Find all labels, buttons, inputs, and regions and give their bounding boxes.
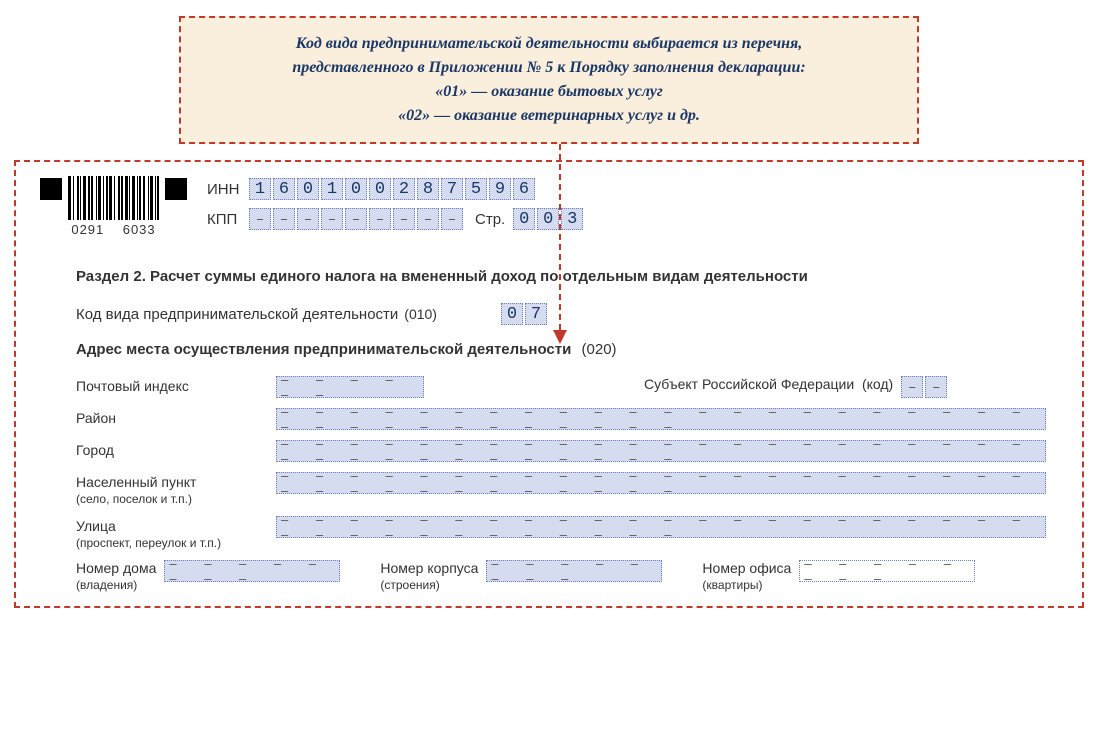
house-group: Номер дома (владения) – – – – – – – –: [76, 560, 340, 592]
cell: 0: [297, 178, 319, 200]
cell: 0: [501, 303, 523, 325]
kpp-label: КПП: [207, 211, 249, 228]
cell: –: [321, 208, 343, 230]
barcode-label: 0291 6033: [68, 222, 159, 237]
locality-label: Населенный пункт (село, поселок и т.п.): [76, 472, 276, 506]
cell: 8: [417, 178, 439, 200]
callout-box: Код вида предпринимательской деятельност…: [179, 16, 919, 144]
activity-code-row: Код вида предпринимательской деятельност…: [76, 303, 1058, 325]
section-title: Раздел 2. Расчет суммы единого налога на…: [76, 268, 1058, 285]
office-group: Номер офиса (квартиры) – – – – – – – –: [702, 560, 975, 592]
cell: 0: [513, 208, 535, 230]
cell: –: [901, 376, 923, 398]
inn-cells: 160100287596: [249, 178, 537, 200]
kpp-row: КПП ––––––––– Стр. 003: [207, 208, 585, 230]
form-container: 0291 6033 ИНН 160100287596 КПП –––––––––…: [14, 160, 1084, 608]
activity-code-label: Код вида предпринимательской деятельност…: [76, 306, 398, 323]
cell: 1: [321, 178, 343, 200]
activity-code-cells: 07: [501, 303, 549, 325]
subject-label: Субъект Российской Федерации (код): [644, 376, 893, 392]
cell: 0: [345, 178, 367, 200]
cell: 0: [369, 178, 391, 200]
callout-line-3: «01» — оказание бытовых услуг: [201, 80, 897, 104]
office-field: – – – – – – – –: [799, 560, 975, 582]
form-header-row: 0291 6033 ИНН 160100287596 КПП –––––––––…: [40, 176, 1058, 238]
house-building-office-row: Номер дома (владения) – – – – – – – – Но…: [76, 560, 1058, 592]
post-index-row: Почтовый индекс – – – – – – Субъект Росс…: [76, 376, 1058, 398]
cell: –: [273, 208, 295, 230]
building-label: Номер корпуса (строения): [380, 560, 478, 592]
barcode: 0291 6033: [68, 176, 159, 237]
locality-row: Населенный пункт (село, поселок и т.п.) …: [76, 472, 1058, 506]
building-group: Номер корпуса (строения) – – – – – – – –: [380, 560, 662, 592]
cell: 7: [525, 303, 547, 325]
page-label: Стр.: [475, 211, 505, 228]
city-row: Город – – – – – – – – – – – – – – – – – …: [76, 440, 1058, 462]
cell: –: [393, 208, 415, 230]
marker-square-left: [40, 178, 62, 200]
kpp-cells: –––––––––: [249, 208, 465, 230]
cell: 6: [273, 178, 295, 200]
district-row: Район – – – – – – – – – – – – – – – – – …: [76, 408, 1058, 430]
page-cells: 003: [513, 208, 585, 230]
cell: –: [345, 208, 367, 230]
callout-line-4: «02» — оказание ветеринарных услуг и др.: [201, 104, 897, 128]
address-title: Адрес места осуществления предпринимател…: [76, 341, 571, 358]
street-row: Улица (проспект, переулок и т.п.) – – – …: [76, 516, 1058, 550]
district-field: – – – – – – – – – – – – – – – – – – – – …: [276, 408, 1046, 430]
city-label: Город: [76, 440, 276, 458]
cell: –: [249, 208, 271, 230]
callout-line-2: представленного в Приложении № 5 к Поряд…: [201, 56, 897, 80]
marker-square-right: [165, 178, 187, 200]
callout-line-1: Код вида предпринимательской деятельност…: [201, 32, 897, 56]
cell: –: [417, 208, 439, 230]
cell: 1: [249, 178, 271, 200]
cell: –: [297, 208, 319, 230]
city-field: – – – – – – – – – – – – – – – – – – – – …: [276, 440, 1046, 462]
cell: 2: [393, 178, 415, 200]
activity-code-suffix: (010): [404, 306, 437, 322]
house-field: – – – – – – – –: [164, 560, 340, 582]
building-field: – – – – – – – –: [486, 560, 662, 582]
inn-row: ИНН 160100287596: [207, 178, 585, 200]
cell: –: [925, 376, 947, 398]
barcode-left: 0291: [71, 222, 104, 237]
cell: –: [369, 208, 391, 230]
cell: –: [441, 208, 463, 230]
district-label: Район: [76, 408, 276, 426]
locality-field: – – – – – – – – – – – – – – – – – – – – …: [276, 472, 1046, 494]
inn-label: ИНН: [207, 181, 249, 198]
cell: 0: [537, 208, 559, 230]
house-label: Номер дома (владения): [76, 560, 156, 592]
id-block: ИНН 160100287596 КПП ––––––––– Стр. 003: [207, 178, 585, 238]
barcode-right: 6033: [123, 222, 156, 237]
address-title-row: Адрес места осуществления предпринимател…: [76, 341, 1058, 358]
subject-cells: ––: [901, 376, 949, 398]
address-title-suffix: (020): [582, 341, 617, 358]
post-index-field: – – – – – –: [276, 376, 424, 398]
cell: 6: [513, 178, 535, 200]
cell: 7: [441, 178, 463, 200]
barcode-bars-icon: [68, 176, 159, 220]
cell: 3: [561, 208, 583, 230]
cell: 9: [489, 178, 511, 200]
cell: 5: [465, 178, 487, 200]
street-field: – – – – – – – – – – – – – – – – – – – – …: [276, 516, 1046, 538]
office-label: Номер офиса (квартиры): [702, 560, 791, 592]
street-label: Улица (проспект, переулок и т.п.): [76, 516, 276, 550]
post-index-label: Почтовый индекс: [76, 376, 276, 394]
